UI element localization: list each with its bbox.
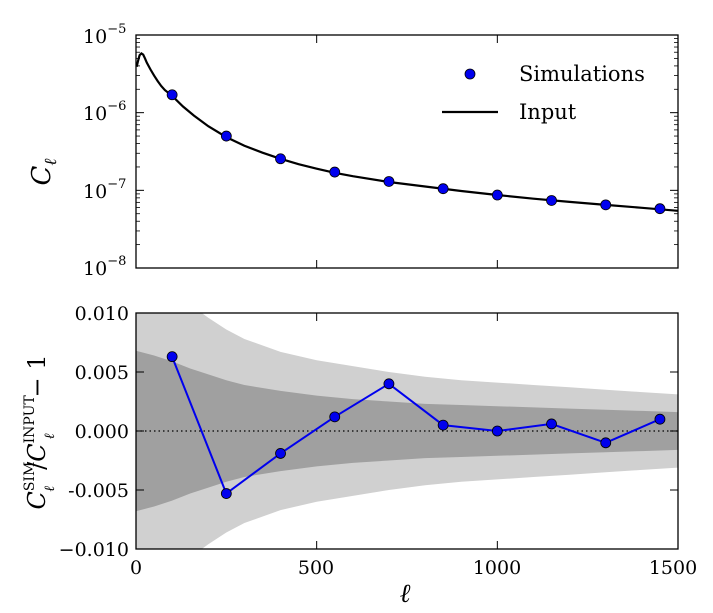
top-panel: 10−8 10−7 10−6 10−5 Cℓ Simulations Input bbox=[27, 22, 679, 280]
xtick-label-500: 500 bbox=[298, 557, 334, 579]
simulation-markers bbox=[166, 89, 666, 215]
ratio-point-250 bbox=[220, 488, 232, 499]
simulation-point-1150 bbox=[546, 195, 557, 206]
bottom-xlabel: ℓ bbox=[400, 579, 411, 609]
top-plot-area bbox=[136, 51, 678, 215]
simulation-point-100 bbox=[166, 89, 178, 101]
simulation-point-250 bbox=[220, 130, 232, 142]
ratio-point-400 bbox=[275, 448, 286, 459]
ratio-point-1300 bbox=[600, 437, 612, 449]
bottom-ticks bbox=[135, 312, 679, 550]
simulation-point-850 bbox=[437, 183, 449, 195]
simulation-point-700 bbox=[383, 176, 395, 187]
bottom-panel: 0.010 0.005 0.000 -0.005 −0.010 0 500 10… bbox=[22, 303, 697, 609]
ratio-point-1450 bbox=[654, 413, 666, 425]
xtick-label-1500: 1500 bbox=[649, 557, 697, 579]
xtick-label-1000: 1000 bbox=[473, 557, 521, 579]
top-ytick-labels: 10−8 10−7 10−6 10−5 bbox=[83, 22, 126, 280]
top-ytick-label-0: 10−8 bbox=[83, 254, 126, 280]
simulation-point-400 bbox=[275, 153, 286, 165]
simulation-point-1000 bbox=[491, 189, 503, 201]
bottom-ytick-label-1: 0.005 bbox=[75, 362, 129, 384]
top-ytick-label-2: 10−6 bbox=[83, 99, 126, 125]
bottom-ylabel: CSIM ℓ/CINPUT ℓ− 1 bbox=[22, 354, 58, 509]
simulation-point-550 bbox=[329, 166, 341, 178]
bottom-ytick-label-2: 0.000 bbox=[75, 421, 129, 443]
ratio-point-550 bbox=[329, 411, 341, 423]
xtick-label-0: 0 bbox=[130, 557, 142, 579]
ratio-point-1000 bbox=[491, 425, 503, 437]
legend-marker-simulations bbox=[464, 68, 476, 80]
bottom-ytick-label-3: -0.005 bbox=[68, 480, 129, 502]
legend-label-simulations: Simulations bbox=[519, 62, 645, 86]
bottom-xtick-labels: 0 500 1000 1500 bbox=[130, 557, 697, 579]
top-axes-frame bbox=[135, 34, 679, 269]
ratio-line bbox=[171, 356, 661, 496]
ratio-point-850 bbox=[437, 419, 449, 431]
ratio-point-700 bbox=[383, 378, 395, 390]
legend-label-input: Input bbox=[519, 100, 577, 124]
bottom-ytick-label-0: 0.010 bbox=[75, 303, 129, 325]
simulation-point-1450 bbox=[654, 203, 666, 215]
ratio-point-100 bbox=[166, 351, 178, 363]
top-ylabel: Cℓ bbox=[27, 159, 61, 186]
legend: Simulations Input bbox=[442, 62, 645, 124]
bottom-plot-area bbox=[136, 313, 678, 549]
top-ytick-label-3: 10−5 bbox=[83, 22, 126, 48]
bottom-ytick-label-4: −0.010 bbox=[59, 539, 129, 561]
ratio-point-1150 bbox=[546, 418, 557, 430]
simulation-point-1300 bbox=[600, 199, 612, 211]
top-ticks bbox=[135, 34, 679, 269]
bottom-ytick-labels: 0.010 0.005 0.000 -0.005 −0.010 bbox=[59, 303, 129, 561]
top-ytick-label-1: 10−7 bbox=[83, 177, 126, 203]
ratio-markers bbox=[166, 351, 666, 499]
